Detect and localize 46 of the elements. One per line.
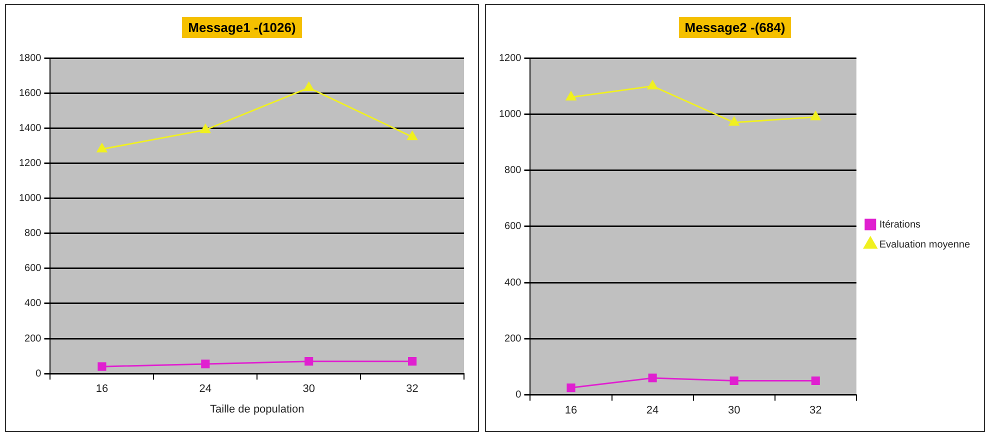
- point: [304, 357, 314, 366]
- chart-title: Message1 -(1026): [182, 17, 302, 38]
- legend-label: Itérations: [879, 219, 921, 230]
- point: [407, 131, 418, 140]
- chart-title: Message2 -(684): [678, 17, 792, 38]
- point: [566, 384, 576, 392]
- point: [96, 143, 108, 152]
- y-tick-label: 1000: [498, 108, 522, 120]
- point: [811, 376, 820, 386]
- y-tick-label: 600: [504, 221, 522, 232]
- y-tick-label: 800: [24, 228, 42, 240]
- point: [566, 92, 576, 101]
- x-tick-label: 16: [564, 404, 578, 416]
- x-tick-label: 32: [406, 383, 418, 396]
- y-tick-label: 1000: [18, 193, 42, 204]
- y-tick-label: 800: [504, 165, 522, 176]
- y-tick-label: 1800: [18, 52, 42, 64]
- point: [201, 360, 210, 368]
- x-tick-label: 16: [96, 383, 108, 396]
- point: [408, 357, 417, 366]
- point: [810, 111, 821, 120]
- y-tick-label: 1400: [18, 122, 42, 134]
- x-tick-label: 24: [646, 404, 659, 416]
- legend-label: Evaluation moyenne: [879, 239, 970, 250]
- point: [200, 124, 210, 134]
- point: [647, 80, 658, 90]
- point: [648, 374, 657, 382]
- point: [730, 376, 738, 386]
- x-tick-label: 32: [809, 404, 822, 416]
- x-tick-label: 24: [199, 383, 212, 396]
- y-tick-label: 200: [504, 333, 522, 344]
- y-tick-label: 1200: [18, 158, 42, 169]
- point: [729, 116, 740, 126]
- y-tick-label: 1600: [18, 88, 42, 99]
- x-tick-label: 30: [302, 383, 315, 396]
- y-tick-label: 1200: [498, 52, 522, 64]
- y-tick-label: 200: [24, 333, 42, 344]
- y-tick-label: 400: [504, 277, 522, 288]
- point: [98, 362, 106, 371]
- y-tick-label: 400: [24, 298, 42, 310]
- y-tick-label: 0: [36, 368, 42, 380]
- point: [304, 82, 314, 92]
- y-tick-label: 600: [24, 263, 42, 274]
- y-tick-label: 0: [516, 390, 522, 401]
- x-axis-title: Taille de population: [210, 403, 304, 416]
- x-tick-label: 30: [728, 404, 740, 416]
